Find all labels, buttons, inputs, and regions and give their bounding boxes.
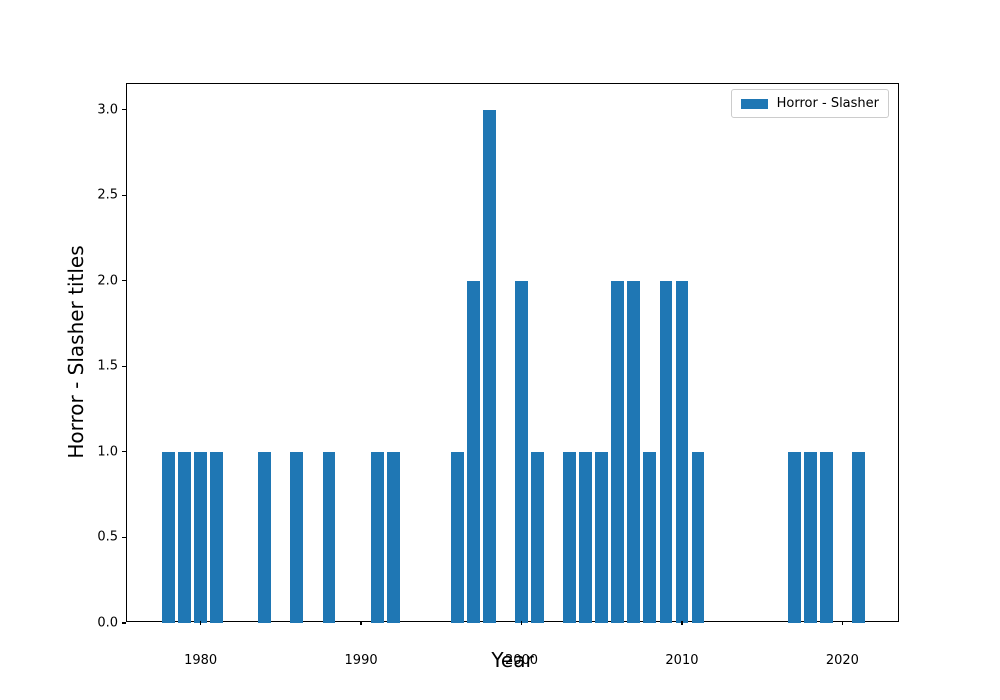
x-tick (681, 621, 683, 625)
x-axis-label: Year (491, 648, 534, 672)
bar (531, 451, 544, 623)
y-axis-label: Horror - Slasher titles (64, 245, 88, 459)
bar (675, 280, 689, 623)
bar (803, 451, 817, 623)
legend: Horror - Slasher (730, 89, 889, 118)
y-tick-label: 2.5 (97, 187, 118, 203)
y-tick (122, 622, 126, 624)
x-tick-label: 2010 (665, 653, 699, 669)
x-tick (360, 621, 362, 625)
bar (178, 451, 191, 623)
bar (162, 451, 175, 623)
y-tick (122, 536, 126, 539)
y-tick-label: 1.5 (97, 358, 118, 374)
y-tick-label: 3.0 (97, 102, 118, 118)
y-tick (122, 109, 126, 111)
bar (386, 451, 400, 623)
y-tick (122, 451, 126, 453)
bar (450, 451, 464, 623)
bar (515, 280, 528, 623)
bar (659, 280, 673, 623)
bar (852, 451, 865, 623)
bar (466, 280, 480, 623)
y-tick-label: 0.0 (97, 615, 118, 631)
bar (611, 280, 625, 623)
legend-swatch (740, 98, 768, 109)
bar (579, 451, 593, 623)
legend-label: Horror - Slasher (776, 96, 879, 111)
bar (370, 451, 384, 623)
bar (290, 451, 304, 623)
bar (787, 451, 801, 623)
bars-layer (127, 84, 898, 623)
y-tick-label: 0.5 (97, 529, 118, 545)
x-tick (841, 621, 843, 625)
plot-area: 1980 1990 2000 2010 2020 0.0 0.5 1.0 1.5 2.0 2.5 3… (97, 83, 899, 668)
x-tick-label: 1980 (184, 653, 218, 669)
bar (322, 451, 336, 623)
bar (819, 451, 833, 623)
bar (258, 451, 272, 623)
x-tick-label: 2020 (825, 653, 859, 669)
bar (483, 109, 496, 623)
y-tick (122, 280, 126, 282)
y-axis: 0.0 0.5 1.0 1.5 2.0 2.5 3.0 (97, 84, 898, 631)
x-tick (520, 621, 523, 625)
bar (563, 451, 577, 623)
y-tick (122, 365, 126, 367)
y-tick-label: 2.0 (97, 273, 118, 289)
bar (627, 280, 641, 623)
bar (643, 451, 657, 623)
x-tick-label: 2000 (504, 653, 539, 669)
bar (210, 451, 224, 623)
y-tick-label: 1.0 (97, 444, 118, 460)
x-tick-label: 1990 (344, 653, 378, 669)
bar (194, 451, 208, 623)
bar (691, 451, 705, 623)
bar (595, 451, 609, 623)
x-tick (200, 621, 202, 625)
y-tick (122, 194, 126, 196)
x-axis: 1980 1990 2000 2010 2020 (127, 84, 898, 668)
